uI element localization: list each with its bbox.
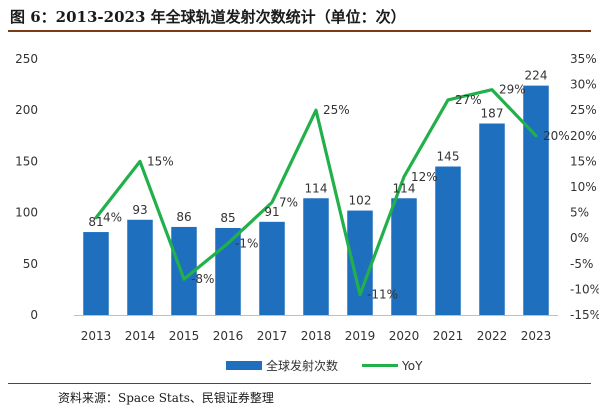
yoy-data-label: 27% — [455, 93, 482, 107]
x-tick-label: 2013 — [81, 329, 112, 343]
right-tick-label: -10% — [570, 282, 599, 296]
yoy-data-label: 7% — [279, 195, 298, 209]
bar-data-label: 85 — [220, 211, 235, 225]
right-tick-label: 10% — [570, 180, 597, 194]
x-tick-label: 2014 — [125, 329, 156, 343]
right-tick-label: 35% — [570, 52, 597, 66]
left-tick-label: 250 — [15, 52, 38, 66]
bar — [479, 123, 505, 316]
right-tick-label: 25% — [570, 103, 597, 117]
x-tick-label: 2020 — [389, 329, 420, 343]
source-note: 资料来源：Space Stats、民银证券整理 — [58, 391, 274, 405]
left-tick-label: 0 — [30, 308, 38, 322]
bar-data-label: 114 — [393, 181, 416, 195]
yoy-series — [94, 88, 538, 297]
chart-title: 图 6：2013-2023 年全球轨道发射次数统计（单位：次） — [10, 8, 406, 26]
bar-data-label: 93 — [132, 203, 147, 217]
yoy-data-labels: 4% 15% -8% -1% 7% 25% -11% 12% 27% 29% 20% — [103, 83, 570, 302]
bar-data-label: 86 — [176, 210, 191, 224]
right-tick-label: -5% — [570, 257, 593, 271]
right-tick-label: -15% — [570, 308, 599, 322]
right-tick-label: 0% — [570, 231, 589, 245]
bar — [391, 198, 417, 315]
bar-data-label: 91 — [264, 205, 279, 219]
x-tick-label: 2022 — [477, 329, 508, 343]
yoy-data-label: 25% — [323, 103, 350, 117]
bar — [83, 232, 109, 315]
yoy-data-label: -11% — [367, 288, 398, 302]
x-tick-label: 2018 — [301, 329, 332, 343]
bar-data-label: 102 — [349, 194, 372, 208]
bar-data-label: 187 — [481, 107, 504, 121]
right-tick-label: 20% — [570, 129, 597, 143]
right-axis: -15% -10% -5% 0% 5% 10% 15% 20% 25% 30% 35% — [570, 52, 599, 322]
left-axis: 0 50 100 150 200 250 — [15, 52, 38, 322]
bar — [127, 219, 153, 315]
left-tick-label: 50 — [23, 257, 38, 271]
bar — [435, 166, 461, 315]
legend: 全球发射次数 YoY — [226, 358, 423, 373]
bar-data-label: 145 — [437, 150, 460, 164]
left-tick-label: 200 — [15, 103, 38, 117]
legend-label-bar: 全球发射次数 — [266, 358, 338, 373]
bar-data-labels: 81 93 86 85 91 114 102 114 145 187 224 — [88, 69, 547, 229]
yoy-data-label: 4% — [103, 211, 122, 225]
x-tick-label: 2023 — [521, 329, 552, 343]
bar — [303, 198, 329, 315]
bar — [259, 221, 285, 315]
left-tick-label: 100 — [15, 206, 38, 220]
bar-data-label: 114 — [305, 181, 328, 195]
x-tick-label: 2017 — [257, 329, 288, 343]
x-tick-label: 2016 — [213, 329, 244, 343]
bar — [523, 85, 549, 316]
legend-label-line: YoY — [401, 359, 423, 373]
right-tick-label: 30% — [570, 78, 597, 92]
yoy-data-label: 12% — [411, 170, 438, 184]
bar-data-label: 224 — [525, 69, 548, 83]
yoy-data-label: 29% — [499, 83, 526, 97]
yoy-data-label: -1% — [235, 236, 258, 250]
right-tick-label: 5% — [570, 206, 589, 220]
x-tick-label: 2019 — [345, 329, 376, 343]
title-rule — [8, 30, 591, 32]
yoy-data-label: 20% — [543, 129, 570, 143]
x-axis-ticks: 2013 2014 2015 2016 2017 2018 2019 2020 2021 2022… — [81, 329, 552, 343]
yoy-data-label: 15% — [147, 154, 174, 168]
left-tick-label: 150 — [15, 154, 38, 168]
x-tick-label: 2021 — [433, 329, 464, 343]
legend-swatch-bar — [226, 361, 262, 370]
bar-series — [83, 85, 549, 316]
source-rule — [8, 383, 591, 384]
bar-data-label: 81 — [88, 215, 103, 229]
right-tick-label: 15% — [570, 154, 597, 168]
x-tick-label: 2015 — [169, 329, 200, 343]
yoy-data-label: -8% — [191, 272, 214, 286]
